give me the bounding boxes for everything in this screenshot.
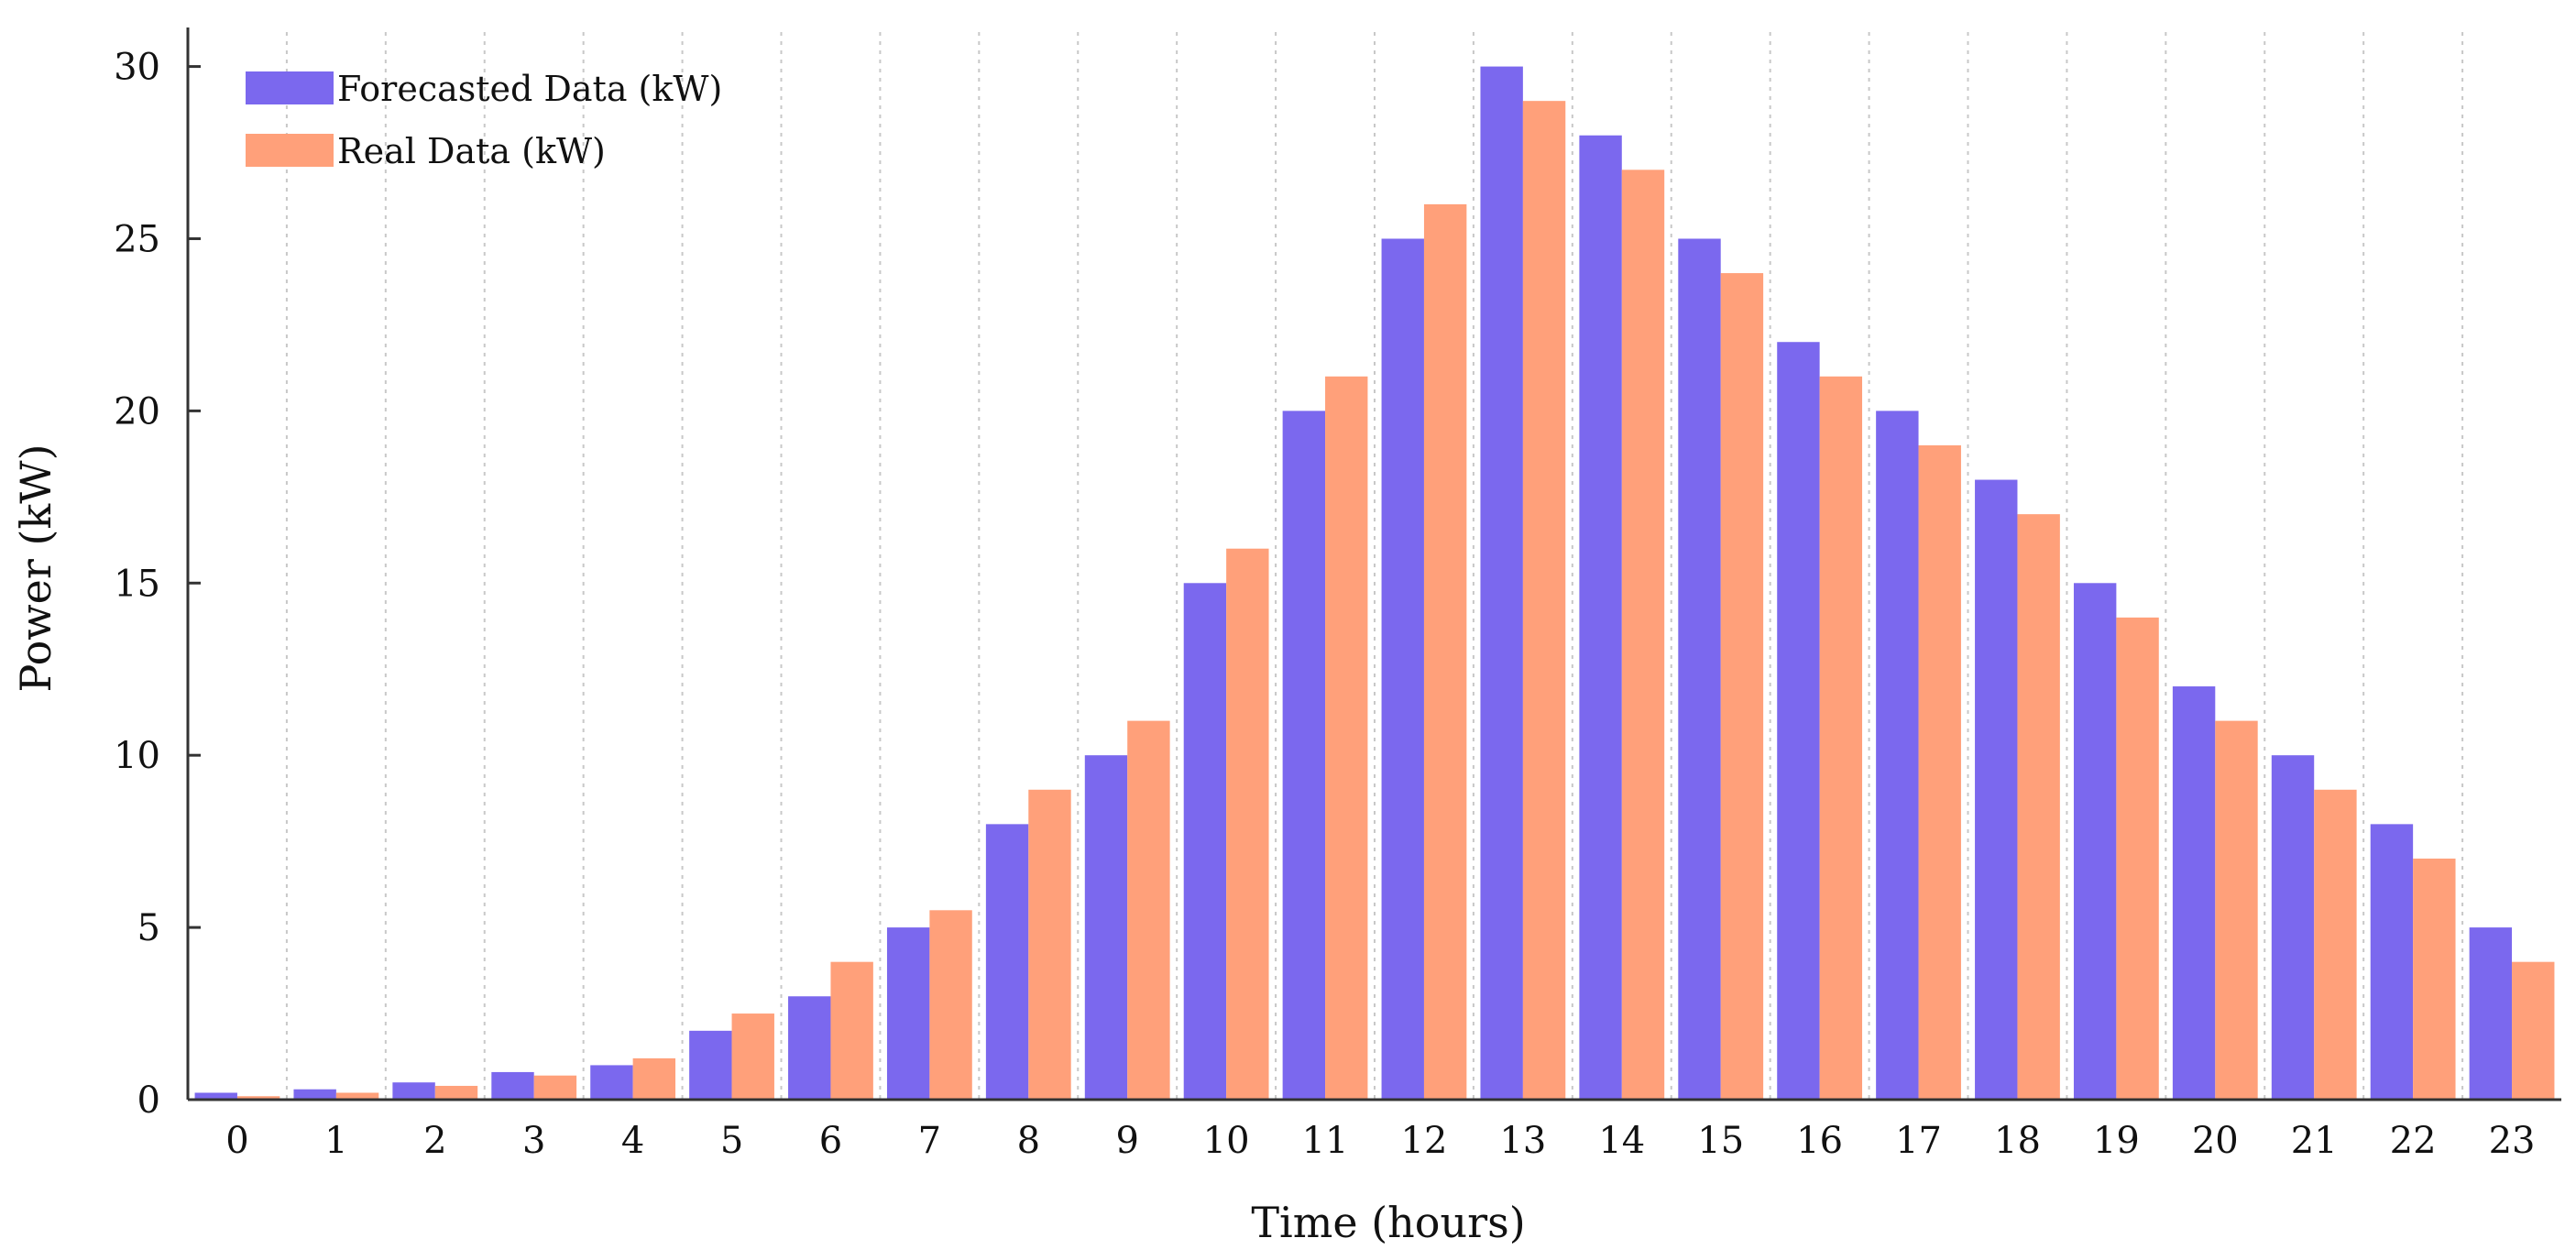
- bar-real-6: [830, 961, 873, 1100]
- x-tick-labels: 0 1 2 3 4 5 6 7 8 9 10 11 12 13 14 15 16 17 18 19 20 21 22 23: [225, 1120, 2535, 1162]
- bar-forecasted-10: [1183, 583, 1227, 1100]
- bar-forecasted-14: [1579, 135, 1622, 1100]
- x-tick-label-9: 9: [1115, 1120, 1138, 1162]
- y-axis-title: Power (kW): [11, 444, 60, 692]
- bar-forecasted-8: [985, 824, 1029, 1100]
- bar-real-11: [1325, 376, 1368, 1100]
- bar-real-0: [236, 1096, 280, 1100]
- bar-real-9: [1127, 720, 1170, 1100]
- legend-label-real: Real Data (kW): [337, 131, 606, 171]
- gridlines: [285, 32, 2464, 1100]
- bar-forecasted-6: [788, 996, 831, 1100]
- x-tick-label-14: 14: [1598, 1120, 1645, 1162]
- bar-forecasted-7: [886, 927, 930, 1100]
- bar-real-14: [1621, 170, 1665, 1101]
- y-tick-labels: 0 5 10 15 20 25 30: [114, 47, 160, 1122]
- bar-real-20: [2215, 720, 2258, 1100]
- bar-forecasted-13: [1480, 66, 1523, 1100]
- bar-real-22: [2413, 858, 2456, 1100]
- x-tick-label-10: 10: [1203, 1120, 1250, 1162]
- x-tick-label-2: 2: [423, 1120, 446, 1162]
- y-tick-label-20: 20: [114, 390, 160, 433]
- x-tick-label-4: 4: [621, 1120, 644, 1162]
- bar-forecasted-22: [2370, 824, 2414, 1100]
- x-tick-label-5: 5: [720, 1120, 743, 1162]
- legend-label-forecasted: Forecasted Data (kW): [337, 69, 722, 109]
- bar-real-4: [632, 1057, 676, 1100]
- bar-forecasted-21: [2271, 755, 2315, 1100]
- x-tick-label-20: 20: [2192, 1120, 2239, 1162]
- bar-real-12: [1423, 203, 1467, 1101]
- bar-real-15: [1720, 273, 1764, 1100]
- legend: Forecasted Data (kW) Real Data (kW): [246, 69, 722, 171]
- bar-real-5: [731, 1013, 774, 1100]
- bar-real-13: [1522, 101, 1566, 1101]
- bar-forecasted-9: [1084, 755, 1128, 1100]
- x-tick-label-6: 6: [819, 1120, 842, 1162]
- bar-real-3: [533, 1075, 577, 1100]
- x-axis-title: Time (hours): [1251, 1198, 1525, 1247]
- x-tick-label-12: 12: [1401, 1120, 1448, 1162]
- bar-forecasted-16: [1777, 342, 1820, 1100]
- x-tick-label-1: 1: [324, 1120, 347, 1162]
- bar-real-17: [1918, 444, 1961, 1100]
- bar-real-21: [2314, 789, 2357, 1100]
- bar-forecasted-19: [2073, 583, 2117, 1100]
- bar-forecasted-15: [1678, 238, 1721, 1100]
- x-tick-label-23: 23: [2489, 1120, 2536, 1162]
- bar-real-10: [1226, 548, 1269, 1100]
- bar-forecasted-5: [689, 1030, 732, 1100]
- x-tick-label-7: 7: [918, 1120, 941, 1162]
- x-tick-label-13: 13: [1499, 1120, 1546, 1162]
- x-tick-label-3: 3: [522, 1120, 545, 1162]
- legend-swatch-forecasted: [246, 71, 334, 104]
- bars: [194, 66, 2555, 1101]
- y-tick-label-0: 0: [137, 1079, 160, 1122]
- x-tick-label-17: 17: [1895, 1120, 1942, 1162]
- x-tick-label-0: 0: [225, 1120, 248, 1162]
- x-tick-label-22: 22: [2390, 1120, 2437, 1162]
- y-tick-label-10: 10: [114, 735, 160, 777]
- x-tick-label-19: 19: [2093, 1120, 2140, 1162]
- bar-real-19: [2116, 617, 2159, 1100]
- bar-real-7: [929, 910, 972, 1100]
- bar-forecasted-23: [2469, 927, 2513, 1100]
- bar-forecasted-11: [1282, 411, 1326, 1100]
- y-tick-label-30: 30: [114, 47, 160, 89]
- bar-forecasted-2: [392, 1082, 435, 1100]
- y-tick-label-25: 25: [114, 218, 160, 260]
- bar-real-18: [2017, 514, 2060, 1100]
- bar-forecasted-20: [2172, 686, 2216, 1100]
- bar-forecasted-0: [194, 1092, 237, 1100]
- legend-swatch-real: [246, 134, 334, 167]
- bar-forecasted-18: [1975, 479, 2018, 1100]
- y-tick-label-5: 5: [137, 907, 160, 949]
- bar-forecasted-17: [1876, 411, 1919, 1100]
- x-tick-label-8: 8: [1017, 1120, 1040, 1162]
- x-tick-label-16: 16: [1796, 1120, 1843, 1162]
- bar-forecasted-1: [293, 1089, 336, 1100]
- bar-real-8: [1028, 789, 1071, 1100]
- axes: [186, 27, 2561, 1101]
- bar-real-1: [335, 1092, 379, 1100]
- bar-forecasted-4: [590, 1065, 633, 1100]
- x-tick-label-18: 18: [1994, 1120, 2041, 1162]
- bar-forecasted-12: [1381, 238, 1424, 1100]
- x-tick-label-21: 21: [2291, 1120, 2338, 1162]
- bar-real-16: [1819, 376, 1863, 1100]
- bar-forecasted-3: [491, 1071, 534, 1100]
- y-tick-label-15: 15: [114, 563, 160, 605]
- x-tick-label-11: 11: [1302, 1120, 1349, 1162]
- bar-real-23: [2512, 961, 2555, 1100]
- x-tick-label-15: 15: [1697, 1120, 1744, 1162]
- bar-real-2: [434, 1085, 478, 1100]
